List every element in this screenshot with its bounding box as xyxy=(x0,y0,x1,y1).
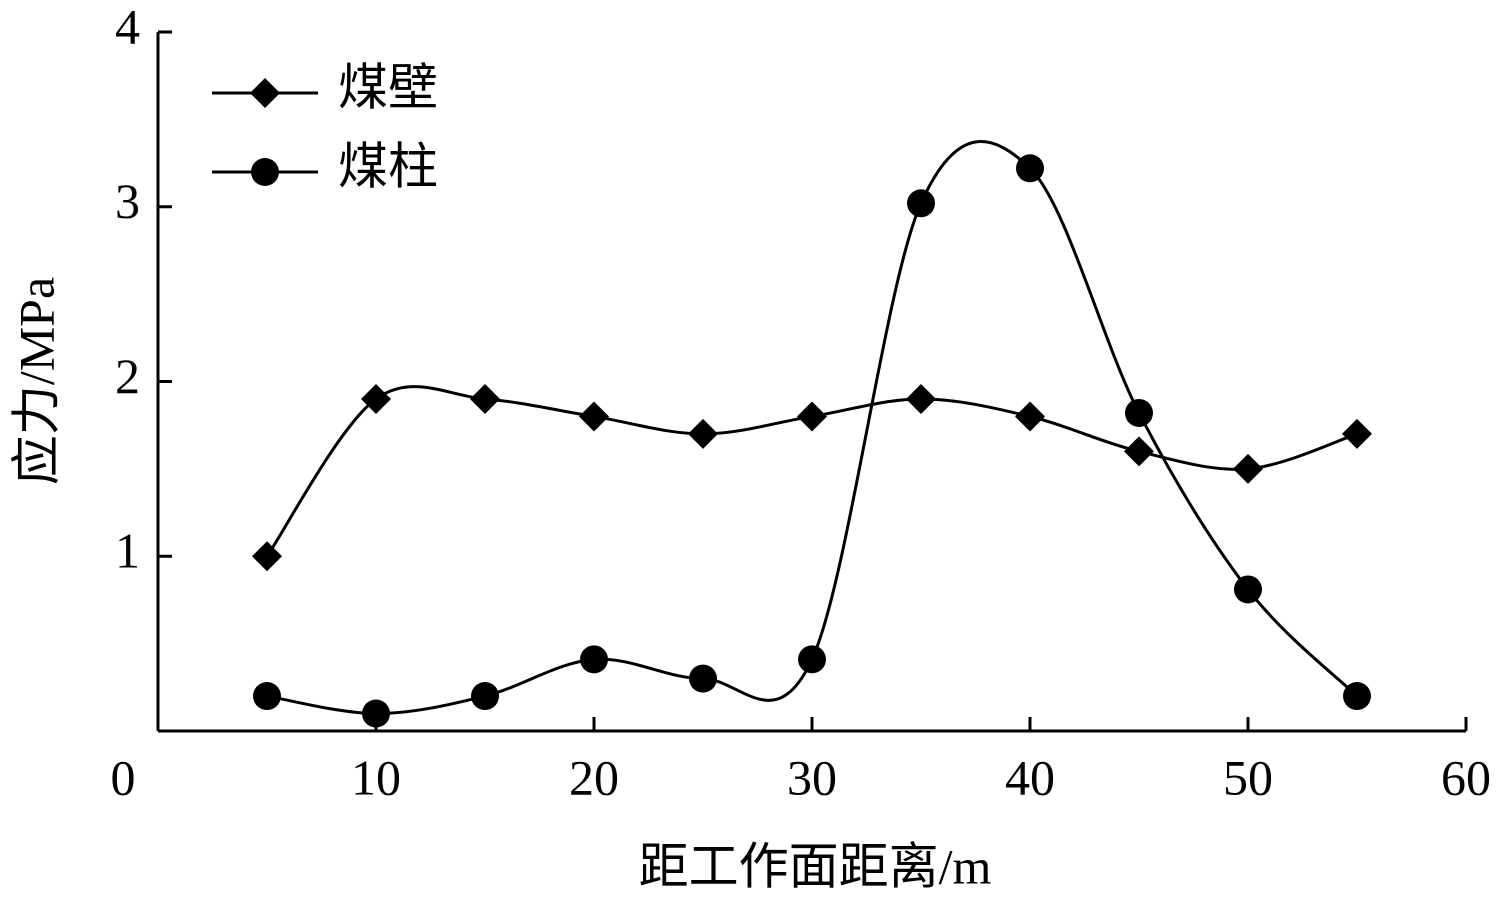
data-point xyxy=(470,383,500,414)
x-tick-label: 40 xyxy=(1005,749,1055,805)
x-tick-label: 0 xyxy=(111,749,136,805)
data-point xyxy=(1342,418,1372,449)
data-point xyxy=(1016,154,1044,183)
x-tick-label: 50 xyxy=(1223,749,1273,805)
x-axis-label: 距工作面距离/m xyxy=(639,838,992,894)
data-point xyxy=(906,383,936,414)
data-point xyxy=(689,664,717,693)
data-point xyxy=(1233,453,1263,484)
data-point xyxy=(1234,575,1262,604)
data-point xyxy=(1125,398,1153,427)
y-tick-label: 2 xyxy=(115,348,140,404)
x-tick-label: 30 xyxy=(787,749,837,805)
x-tick-label: 10 xyxy=(351,749,401,805)
data-point xyxy=(579,401,609,432)
data-point xyxy=(1124,436,1154,467)
legend-label: 煤壁 xyxy=(338,59,438,115)
data-point xyxy=(797,401,827,432)
data-point xyxy=(1015,401,1045,432)
y-tick-label: 4 xyxy=(115,0,140,54)
data-point xyxy=(361,383,391,414)
y-tick-label: 3 xyxy=(115,173,140,229)
data-point xyxy=(362,699,390,728)
data-point xyxy=(252,541,282,572)
data-point xyxy=(907,189,935,218)
data-point xyxy=(253,682,281,711)
legend-marker xyxy=(251,158,279,186)
x-tick-label: 60 xyxy=(1441,749,1491,805)
data-point xyxy=(688,418,718,449)
y-axis-label: 应力/MPa xyxy=(8,277,64,485)
legend-label: 煤柱 xyxy=(338,138,438,194)
data-point xyxy=(1343,682,1371,711)
x-tick-label: 20 xyxy=(569,749,619,805)
y-tick-label: 1 xyxy=(115,523,140,579)
data-point xyxy=(471,682,499,711)
data-point xyxy=(798,645,826,674)
legend-marker xyxy=(250,78,280,108)
data-point xyxy=(580,645,608,674)
